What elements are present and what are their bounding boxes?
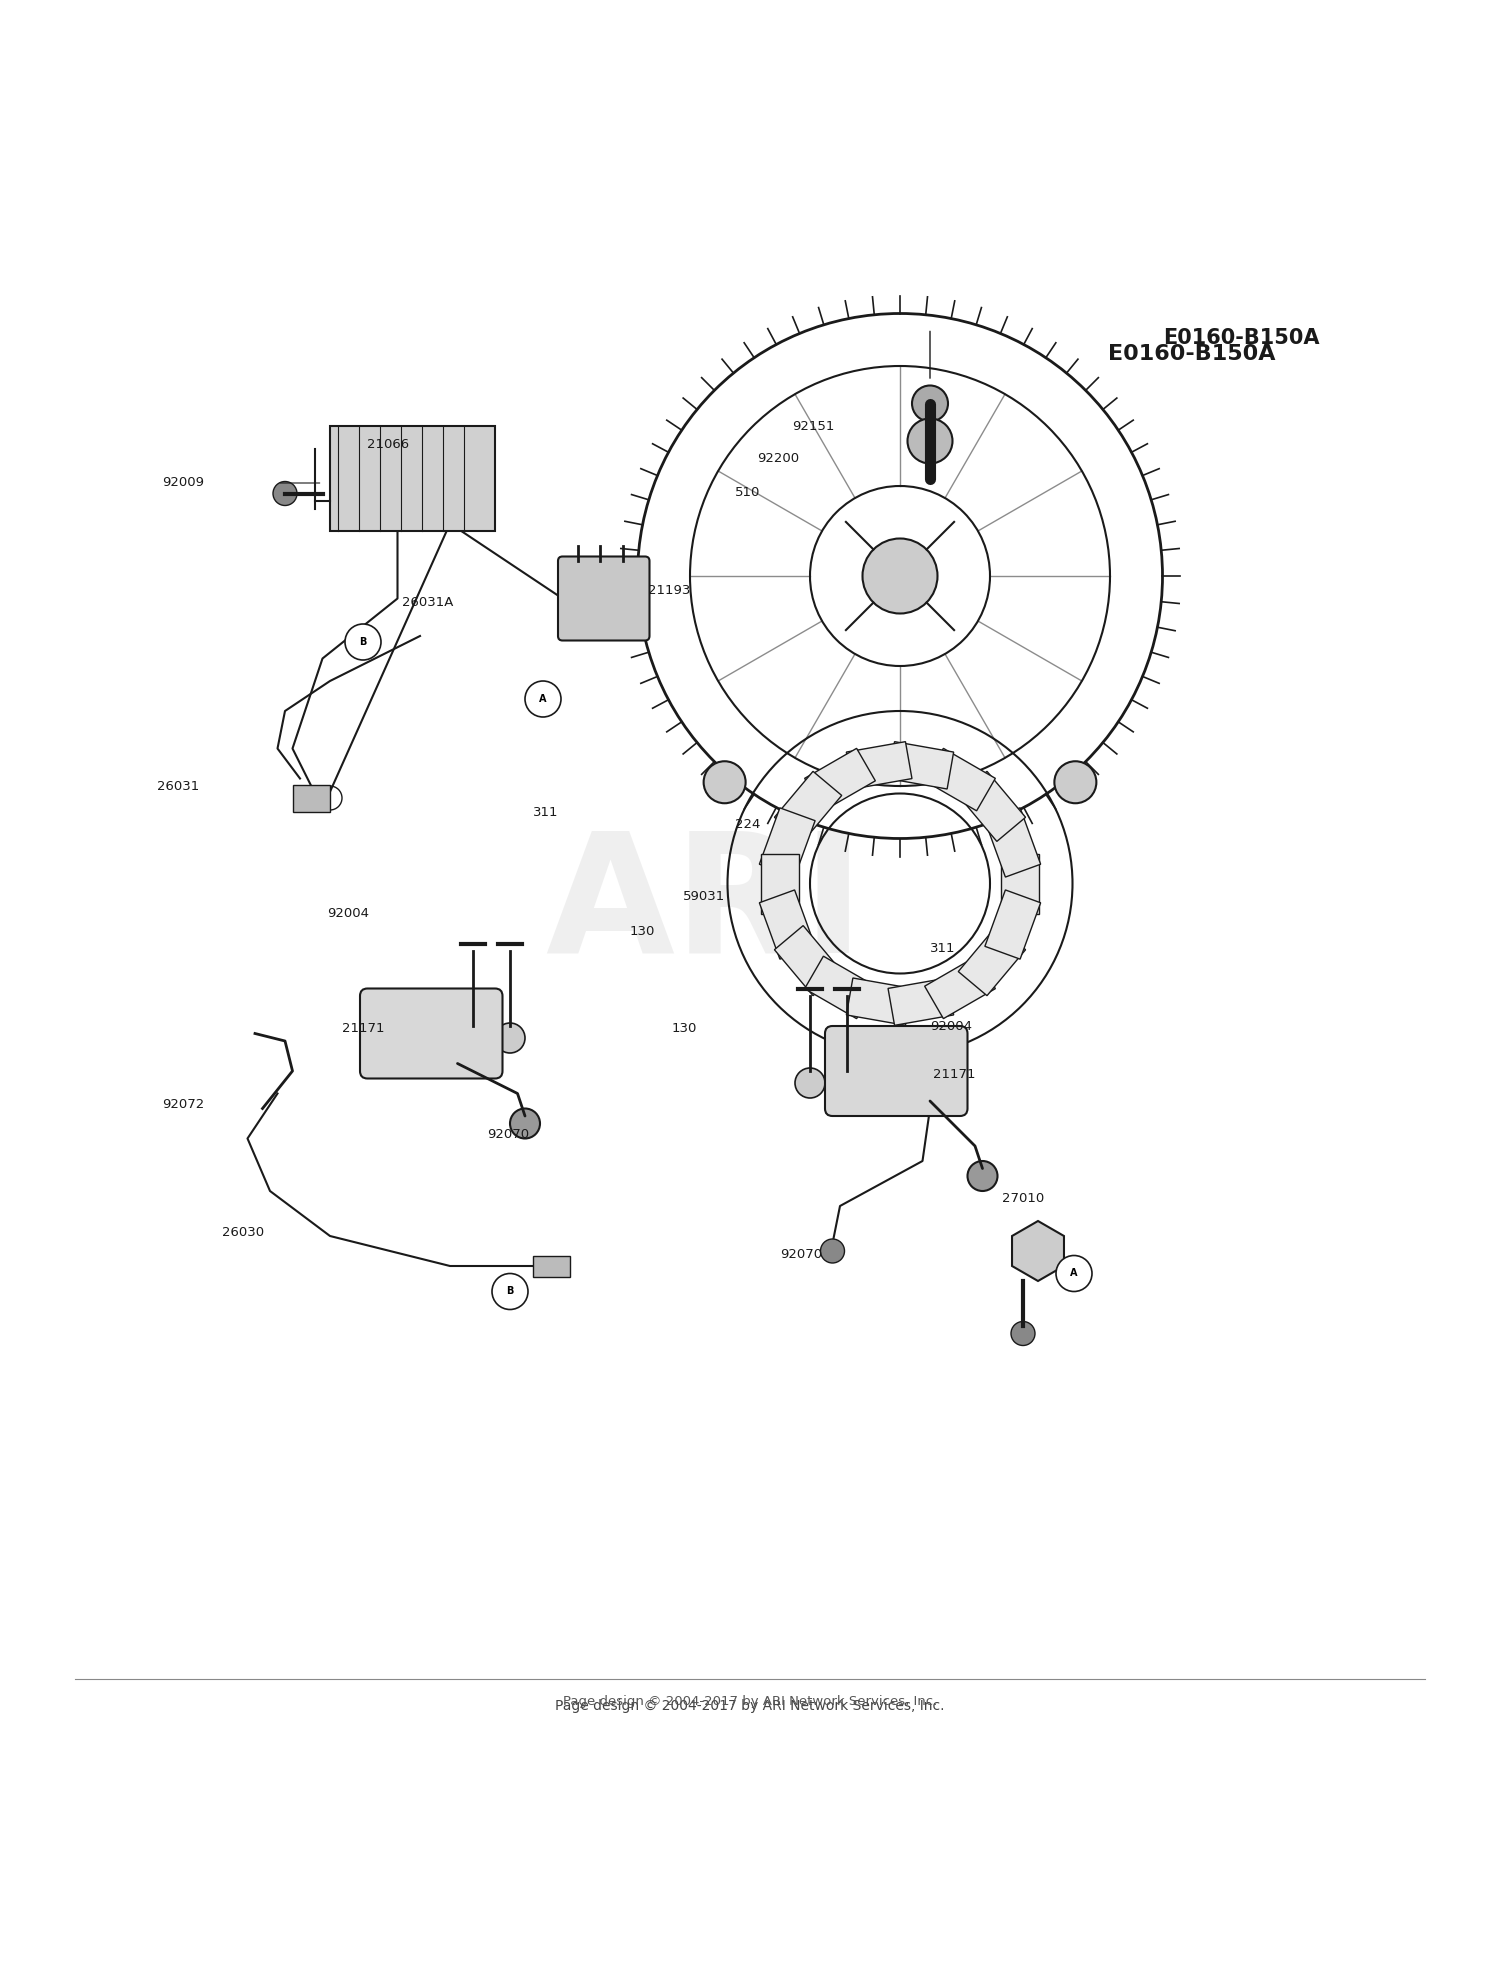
Circle shape [879,1065,921,1107]
FancyBboxPatch shape [360,989,503,1079]
Circle shape [833,1067,862,1099]
Text: B: B [507,1287,513,1297]
Text: 92200: 92200 [758,453,800,465]
Circle shape [1011,1322,1035,1346]
Text: E0160-B150A: E0160-B150A [1107,343,1275,363]
Polygon shape [846,742,912,789]
Text: 92070: 92070 [488,1128,530,1140]
Text: 311: 311 [930,942,956,954]
Text: 92004: 92004 [327,906,369,920]
Bar [330,426,495,532]
Text: 27010: 27010 [1002,1193,1044,1205]
Circle shape [492,1273,528,1309]
Circle shape [862,538,938,614]
Text: 92004: 92004 [930,1020,972,1032]
Text: 311: 311 [532,806,558,820]
Circle shape [908,418,952,463]
Text: A: A [1071,1269,1077,1279]
Polygon shape [986,808,1041,877]
Text: 21171: 21171 [933,1067,975,1081]
Text: A: A [540,695,546,704]
Polygon shape [774,926,842,995]
Polygon shape [888,742,954,789]
Text: 130: 130 [672,1022,698,1036]
Text: 92072: 92072 [162,1097,204,1110]
Text: 21066: 21066 [368,438,410,451]
Circle shape [525,681,561,716]
Circle shape [458,1022,488,1054]
Circle shape [273,481,297,506]
Polygon shape [846,977,912,1026]
Text: 92009: 92009 [162,477,204,489]
Circle shape [495,1022,525,1054]
Circle shape [821,1238,844,1264]
Circle shape [1056,1256,1092,1291]
Text: ARI: ARI [546,824,864,987]
Polygon shape [1013,1220,1064,1281]
Text: 92151: 92151 [792,420,834,432]
Circle shape [795,1067,825,1099]
Polygon shape [759,891,814,959]
Polygon shape [924,748,996,810]
Polygon shape [804,748,876,810]
Polygon shape [759,808,814,877]
FancyBboxPatch shape [558,557,650,640]
Text: 59031: 59031 [682,891,724,903]
Circle shape [912,385,948,422]
Bar [532,1256,570,1277]
Text: 26030: 26030 [222,1226,264,1240]
Text: 224: 224 [735,818,760,832]
Polygon shape [958,771,1026,842]
Text: Page design © 2004-2017 by ARI Network Services, Inc.: Page design © 2004-2017 by ARI Network S… [562,1695,938,1707]
Circle shape [510,1109,540,1138]
Text: E0160-B150A: E0160-B150A [1164,328,1320,349]
Bar [292,785,330,812]
Text: 21171: 21171 [342,1022,384,1036]
Circle shape [345,624,381,659]
Text: B: B [360,638,366,647]
Circle shape [968,1162,998,1191]
Polygon shape [986,891,1041,959]
Polygon shape [804,955,876,1018]
Polygon shape [958,926,1026,995]
Text: 130: 130 [630,924,656,938]
Text: Page design © 2004-2017 by ARI Network Services, Inc.: Page design © 2004-2017 by ARI Network S… [555,1699,945,1713]
FancyBboxPatch shape [825,1026,968,1116]
Text: 21193: 21193 [648,585,690,598]
Polygon shape [1002,853,1038,914]
Circle shape [704,761,746,802]
Text: 26031: 26031 [158,779,200,793]
Polygon shape [888,977,954,1026]
Polygon shape [762,853,798,914]
Text: 26031A: 26031A [402,596,453,610]
Circle shape [1054,761,1096,802]
Polygon shape [924,955,996,1018]
Text: 92070: 92070 [780,1248,822,1260]
Polygon shape [774,771,842,842]
Text: 510: 510 [735,485,760,498]
